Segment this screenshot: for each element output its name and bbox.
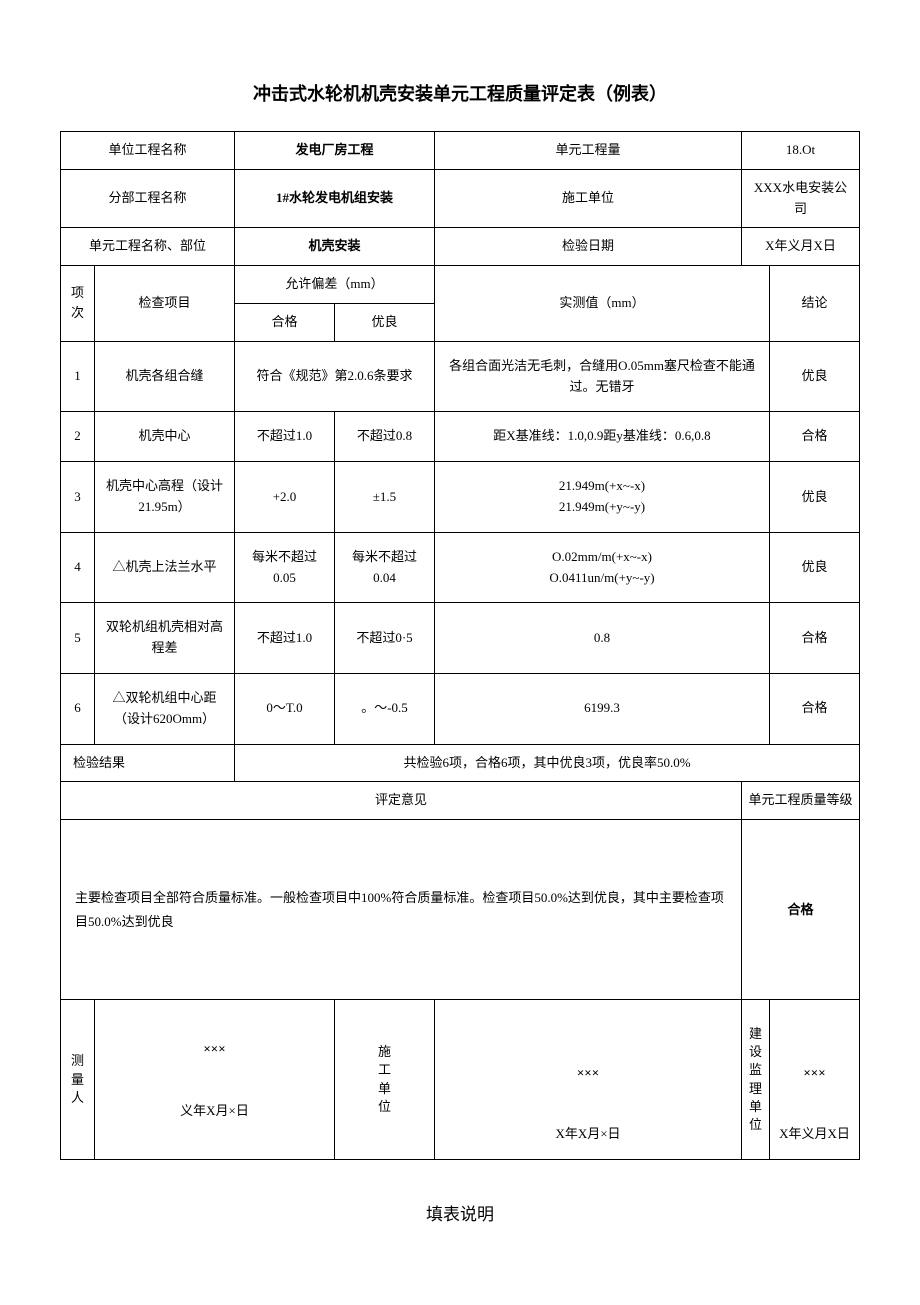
opinion-grade: 合格 (742, 820, 860, 1000)
cell-tol-good: 不超过0·5 (335, 603, 435, 674)
construction-content: ××× X年X月×日 (435, 1000, 742, 1160)
table-row: 1 机壳各组合缝 符合《规范》第2.0.6条要求 各组合面光洁无毛刺，合缝用O.… (61, 341, 860, 412)
footer-title: 填表说明 (60, 1200, 860, 1225)
table-row: 5 双轮机组机壳相对高程差 不超过1.0 不超过0·5 0.8 合格 (61, 603, 860, 674)
surveyor-label: 测量人 (61, 1000, 95, 1160)
col-measured: 实测值（mm） (435, 266, 770, 342)
cell-item: 双轮机组机壳相对高程差 (95, 603, 235, 674)
cell-item: 机壳中心高程（设计21.95m） (95, 462, 235, 533)
cell-seq: 3 (61, 462, 95, 533)
cell-item: 机壳各组合缝 (95, 341, 235, 412)
surveyor-name: ××× (101, 1033, 328, 1064)
cell-tol-pass: 每米不超过0.05 (235, 532, 335, 603)
table-row: 3 机壳中心高程（设计21.95m） +2.0 ±1.5 21.949m(+x~… (61, 462, 860, 533)
unit-project-name-label: 单位工程名称 (61, 132, 235, 170)
construction-unit-label: 施工单位 (435, 169, 742, 228)
page-title: 冲击式水轮机机壳安装单元工程质量评定表（例表） (60, 80, 860, 106)
inspection-date-label: 检验日期 (435, 228, 742, 266)
cell-conclusion: 优良 (770, 341, 860, 412)
evaluation-table: 单位工程名称 发电厂房工程 单元工程量 18.Ot 分部工程名称 1#水轮发电机… (60, 131, 860, 1160)
cell-tol-good: ±1.5 (335, 462, 435, 533)
cell-measured: 距X基准线：1.0,0.9距y基准线：0.6,0.8 (435, 412, 770, 462)
surveyor-date: 义年X月×日 (101, 1095, 328, 1126)
cell-measured: 6199.3 (435, 673, 770, 744)
supervisor-name: ××× (776, 1057, 853, 1088)
subproject-name-value: 1#水轮发电机组安装 (235, 169, 435, 228)
opinion-header-left: 评定意见 (61, 782, 742, 820)
header-row-2: 分部工程名称 1#水轮发电机组安装 施工单位 XXX水电安装公司 (61, 169, 860, 228)
construction-name: ××× (441, 1057, 735, 1088)
construction-label: 施工单位 (335, 1000, 435, 1160)
surveyor-content: ××× 义年X月×日 (95, 1000, 335, 1160)
col-tol-pass: 合格 (235, 303, 335, 341)
cell-measured: 21.949m(+x~-x)21.949m(+y~-y) (435, 462, 770, 533)
cell-tol-merged: 符合《规范》第2.0.6条要求 (235, 341, 435, 412)
table-row: 6 △双轮机组中心距（设计620Omm） 0～T.0 。～-0.5 6199.3… (61, 673, 860, 744)
column-header-row-1: 项次 检查项目 允许偏差（mm） 实测值（mm） 结论 (61, 266, 860, 304)
supervisor-date: X年义月X日 (776, 1118, 853, 1149)
col-tolerance: 允许偏差（mm） (235, 266, 435, 304)
cell-seq: 5 (61, 603, 95, 674)
col-seq: 项次 (61, 266, 95, 342)
cell-tol-good: 每米不超过0.04 (335, 532, 435, 603)
cell-conclusion: 合格 (770, 673, 860, 744)
unit-project-qty-value: 18.Ot (742, 132, 860, 170)
cell-item: △双轮机组中心距（设计620Omm） (95, 673, 235, 744)
cell-tol-pass: 不超过1.0 (235, 603, 335, 674)
subproject-name-label: 分部工程名称 (61, 169, 235, 228)
cell-tol-pass: +2.0 (235, 462, 335, 533)
cell-tol-pass: 不超过1.0 (235, 412, 335, 462)
table-row: 4 △机壳上法兰水平 每米不超过0.05 每米不超过0.04 O.02mm/m(… (61, 532, 860, 603)
header-row-3: 单元工程名称、部位 机壳安装 检验日期 X年义月X日 (61, 228, 860, 266)
result-row: 检验结果 共检验6项，合格6项，其中优良3项，优良率50.0% (61, 744, 860, 782)
cell-measured: 0.8 (435, 603, 770, 674)
cell-tol-pass: 0～T.0 (235, 673, 335, 744)
opinion-header-right: 单元工程质量等级 (742, 782, 860, 820)
cell-seq: 6 (61, 673, 95, 744)
unit-project-name-value: 发电厂房工程 (235, 132, 435, 170)
cell-measured: O.02mm/m(+x~-x)O.0411un/m(+y~-y) (435, 532, 770, 603)
cell-seq: 4 (61, 532, 95, 603)
header-row-1: 单位工程名称 发电厂房工程 单元工程量 18.Ot (61, 132, 860, 170)
inspection-date-value: X年义月X日 (742, 228, 860, 266)
col-conclusion: 结论 (770, 266, 860, 342)
cell-seq: 2 (61, 412, 95, 462)
opinion-text: 主要检查项目全部符合质量标准。一般检查项目中100%符合质量标准。检查项目50.… (61, 820, 742, 1000)
cell-tol-good: 不超过0.8 (335, 412, 435, 462)
cell-item: 机壳中心 (95, 412, 235, 462)
unit-part-label: 单元工程名称、部位 (61, 228, 235, 266)
cell-tol-good: 。～-0.5 (335, 673, 435, 744)
cell-conclusion: 优良 (770, 532, 860, 603)
construction-unit-value: XXX水电安装公司 (742, 169, 860, 228)
signature-row: 测量人 ××× 义年X月×日 施工单位 ××× X年X月×日 建设监理单位 ××… (61, 1000, 860, 1160)
cell-seq: 1 (61, 341, 95, 412)
opinion-body-row: 主要检查项目全部符合质量标准。一般检查项目中100%符合质量标准。检查项目50.… (61, 820, 860, 1000)
supervisor-content: ××× X年义月X日 (770, 1000, 860, 1160)
cell-conclusion: 合格 (770, 603, 860, 674)
cell-conclusion: 优良 (770, 462, 860, 533)
unit-project-qty-label: 单元工程量 (435, 132, 742, 170)
col-tol-good: 优良 (335, 303, 435, 341)
cell-conclusion: 合格 (770, 412, 860, 462)
supervisor-label: 建设监理单位 (742, 1000, 770, 1160)
cell-item: △机壳上法兰水平 (95, 532, 235, 603)
cell-measured: 各组合面光洁无毛刺，合缝用O.05mm塞尺检查不能通过。无错牙 (435, 341, 770, 412)
result-label: 检验结果 (61, 744, 235, 782)
unit-part-value: 机壳安装 (235, 228, 435, 266)
result-text: 共检验6项，合格6项，其中优良3项，优良率50.0% (235, 744, 860, 782)
opinion-header-row: 评定意见 单元工程质量等级 (61, 782, 860, 820)
construction-date: X年X月×日 (441, 1118, 735, 1149)
col-item: 检查项目 (95, 266, 235, 342)
table-row: 2 机壳中心 不超过1.0 不超过0.8 距X基准线：1.0,0.9距y基准线：… (61, 412, 860, 462)
